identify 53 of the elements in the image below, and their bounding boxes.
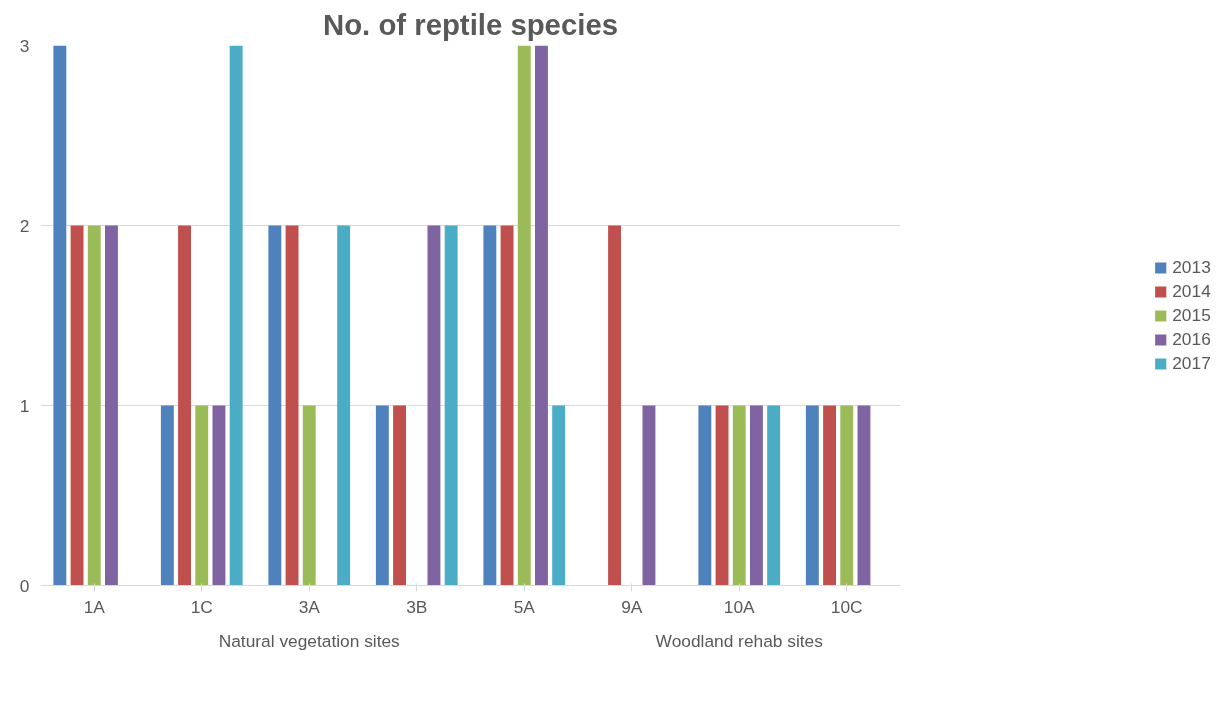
y-tick-label: 3 [19, 35, 30, 56]
bar [840, 405, 854, 586]
x-tick-label: 10A [723, 596, 756, 617]
bar [212, 405, 226, 586]
text: Woodland rehab sites [655, 630, 824, 651]
bar [427, 225, 441, 586]
bar [535, 45, 548, 586]
bar [552, 405, 566, 586]
legend-label: 2017 [1172, 352, 1211, 374]
x-tick-label: 3B [406, 596, 428, 617]
bar [375, 405, 389, 586]
bar [70, 225, 84, 586]
bar [53, 45, 67, 586]
bar [805, 405, 819, 586]
x-tick-label: 9A [621, 596, 643, 617]
bar [105, 225, 118, 586]
legend-label: 2016 [1172, 328, 1211, 350]
x-tick-label: 1C [190, 596, 213, 617]
bar [732, 405, 746, 586]
text: Natural vegetation sites [218, 630, 401, 651]
bar [444, 225, 458, 586]
bar [87, 225, 101, 586]
bar [517, 45, 531, 586]
bar [857, 405, 871, 586]
bar [285, 225, 299, 586]
legend-label: 2014 [1172, 280, 1211, 302]
bar [698, 405, 712, 586]
bar [302, 405, 316, 586]
bar [767, 405, 781, 586]
x-tick-label: 3A [298, 596, 321, 617]
bar [229, 45, 243, 586]
bar [337, 225, 351, 586]
bar [608, 225, 621, 586]
chart-title: No. of reptile species [323, 7, 618, 41]
bar [500, 225, 514, 586]
legend-label: 2015 [1172, 304, 1211, 326]
bar [268, 225, 282, 586]
bar [178, 225, 191, 586]
bar [715, 405, 729, 586]
bar [483, 225, 497, 586]
bar [750, 405, 763, 586]
y-tick-label: 2 [19, 215, 30, 236]
bar [195, 405, 209, 586]
bar [823, 405, 836, 586]
bar [160, 405, 174, 586]
legend-label: 2013 [1172, 256, 1211, 278]
x-tick-label: 10C [830, 596, 863, 617]
bar [393, 405, 406, 586]
x-tick-label: 1A [83, 596, 106, 617]
x-tick-label: 5A [513, 596, 536, 617]
bar [642, 405, 656, 586]
y-tick-label: 0 [19, 575, 30, 596]
y-tick-label: 1 [19, 395, 30, 416]
